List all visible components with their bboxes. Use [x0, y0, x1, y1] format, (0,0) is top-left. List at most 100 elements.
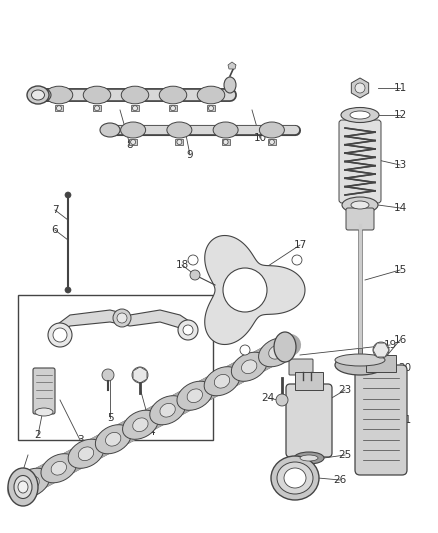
Circle shape — [170, 106, 176, 111]
Bar — [93, 105, 101, 111]
Bar — [358, 348, 362, 368]
Ellipse shape — [106, 432, 121, 446]
Circle shape — [178, 320, 198, 340]
Ellipse shape — [32, 90, 45, 100]
Ellipse shape — [294, 452, 324, 464]
Circle shape — [53, 328, 67, 342]
Ellipse shape — [160, 403, 175, 417]
Text: 25: 25 — [339, 450, 352, 460]
Circle shape — [95, 106, 99, 111]
Polygon shape — [351, 78, 369, 98]
Circle shape — [132, 367, 148, 383]
Circle shape — [276, 394, 288, 406]
Text: 24: 24 — [261, 393, 275, 403]
Circle shape — [65, 192, 71, 198]
Ellipse shape — [204, 367, 240, 396]
Ellipse shape — [268, 345, 284, 359]
Circle shape — [117, 313, 127, 323]
Text: 16: 16 — [393, 335, 406, 345]
Ellipse shape — [213, 122, 238, 138]
Text: 5: 5 — [107, 413, 113, 423]
Text: 18: 18 — [175, 260, 189, 270]
Ellipse shape — [8, 468, 38, 506]
Ellipse shape — [121, 86, 149, 104]
Circle shape — [102, 369, 114, 381]
Ellipse shape — [150, 395, 185, 425]
Text: 15: 15 — [393, 265, 406, 275]
Text: 6: 6 — [52, 225, 58, 235]
Ellipse shape — [241, 360, 257, 374]
Ellipse shape — [29, 87, 51, 103]
Circle shape — [177, 140, 182, 144]
Circle shape — [133, 106, 138, 111]
FancyBboxPatch shape — [289, 359, 313, 375]
Ellipse shape — [335, 355, 385, 375]
Ellipse shape — [350, 111, 370, 119]
Polygon shape — [228, 62, 236, 69]
Ellipse shape — [24, 476, 39, 490]
Text: 20: 20 — [399, 363, 412, 373]
Text: 17: 17 — [293, 240, 307, 250]
Circle shape — [190, 270, 200, 280]
FancyBboxPatch shape — [355, 365, 407, 475]
Ellipse shape — [214, 374, 230, 388]
Circle shape — [183, 325, 193, 335]
Text: 12: 12 — [393, 110, 406, 120]
Bar — [295, 372, 323, 390]
Ellipse shape — [259, 122, 284, 138]
Text: 4: 4 — [148, 427, 155, 437]
Ellipse shape — [187, 389, 202, 402]
Circle shape — [208, 106, 213, 111]
Bar — [268, 139, 276, 145]
Ellipse shape — [167, 122, 192, 138]
Ellipse shape — [51, 462, 67, 475]
Polygon shape — [133, 367, 147, 383]
Circle shape — [188, 255, 198, 265]
Bar — [175, 139, 184, 145]
Ellipse shape — [274, 332, 296, 362]
Circle shape — [223, 140, 228, 144]
Text: 3: 3 — [77, 435, 83, 445]
Ellipse shape — [18, 481, 28, 493]
Ellipse shape — [300, 455, 318, 461]
Text: 22: 22 — [273, 350, 286, 360]
Text: 10: 10 — [254, 133, 267, 143]
Circle shape — [373, 342, 389, 358]
Ellipse shape — [14, 475, 32, 498]
FancyBboxPatch shape — [346, 208, 374, 230]
Ellipse shape — [159, 86, 187, 104]
Ellipse shape — [95, 425, 131, 454]
Text: 14: 14 — [393, 203, 406, 213]
FancyBboxPatch shape — [286, 384, 332, 457]
Ellipse shape — [45, 86, 73, 104]
Ellipse shape — [341, 108, 379, 123]
Bar — [131, 105, 139, 111]
Text: 13: 13 — [393, 160, 406, 170]
Text: 1: 1 — [17, 475, 23, 485]
Ellipse shape — [78, 447, 94, 461]
Circle shape — [57, 106, 61, 111]
Text: 9: 9 — [187, 150, 193, 160]
Ellipse shape — [177, 381, 212, 410]
Ellipse shape — [68, 439, 104, 469]
Ellipse shape — [14, 468, 49, 497]
Ellipse shape — [231, 352, 267, 381]
Ellipse shape — [224, 77, 236, 93]
Bar — [55, 105, 63, 111]
Polygon shape — [205, 236, 305, 344]
Ellipse shape — [342, 197, 378, 213]
Ellipse shape — [100, 123, 120, 137]
Ellipse shape — [271, 456, 319, 500]
Polygon shape — [50, 310, 195, 340]
FancyBboxPatch shape — [33, 368, 55, 414]
Text: 23: 23 — [339, 385, 352, 395]
Circle shape — [223, 268, 267, 312]
Ellipse shape — [123, 410, 158, 439]
Circle shape — [240, 345, 250, 355]
Text: 26: 26 — [333, 475, 346, 485]
Bar — [169, 105, 177, 111]
Ellipse shape — [277, 462, 313, 494]
Text: 19: 19 — [383, 340, 397, 350]
Circle shape — [113, 309, 131, 327]
Ellipse shape — [133, 418, 148, 432]
